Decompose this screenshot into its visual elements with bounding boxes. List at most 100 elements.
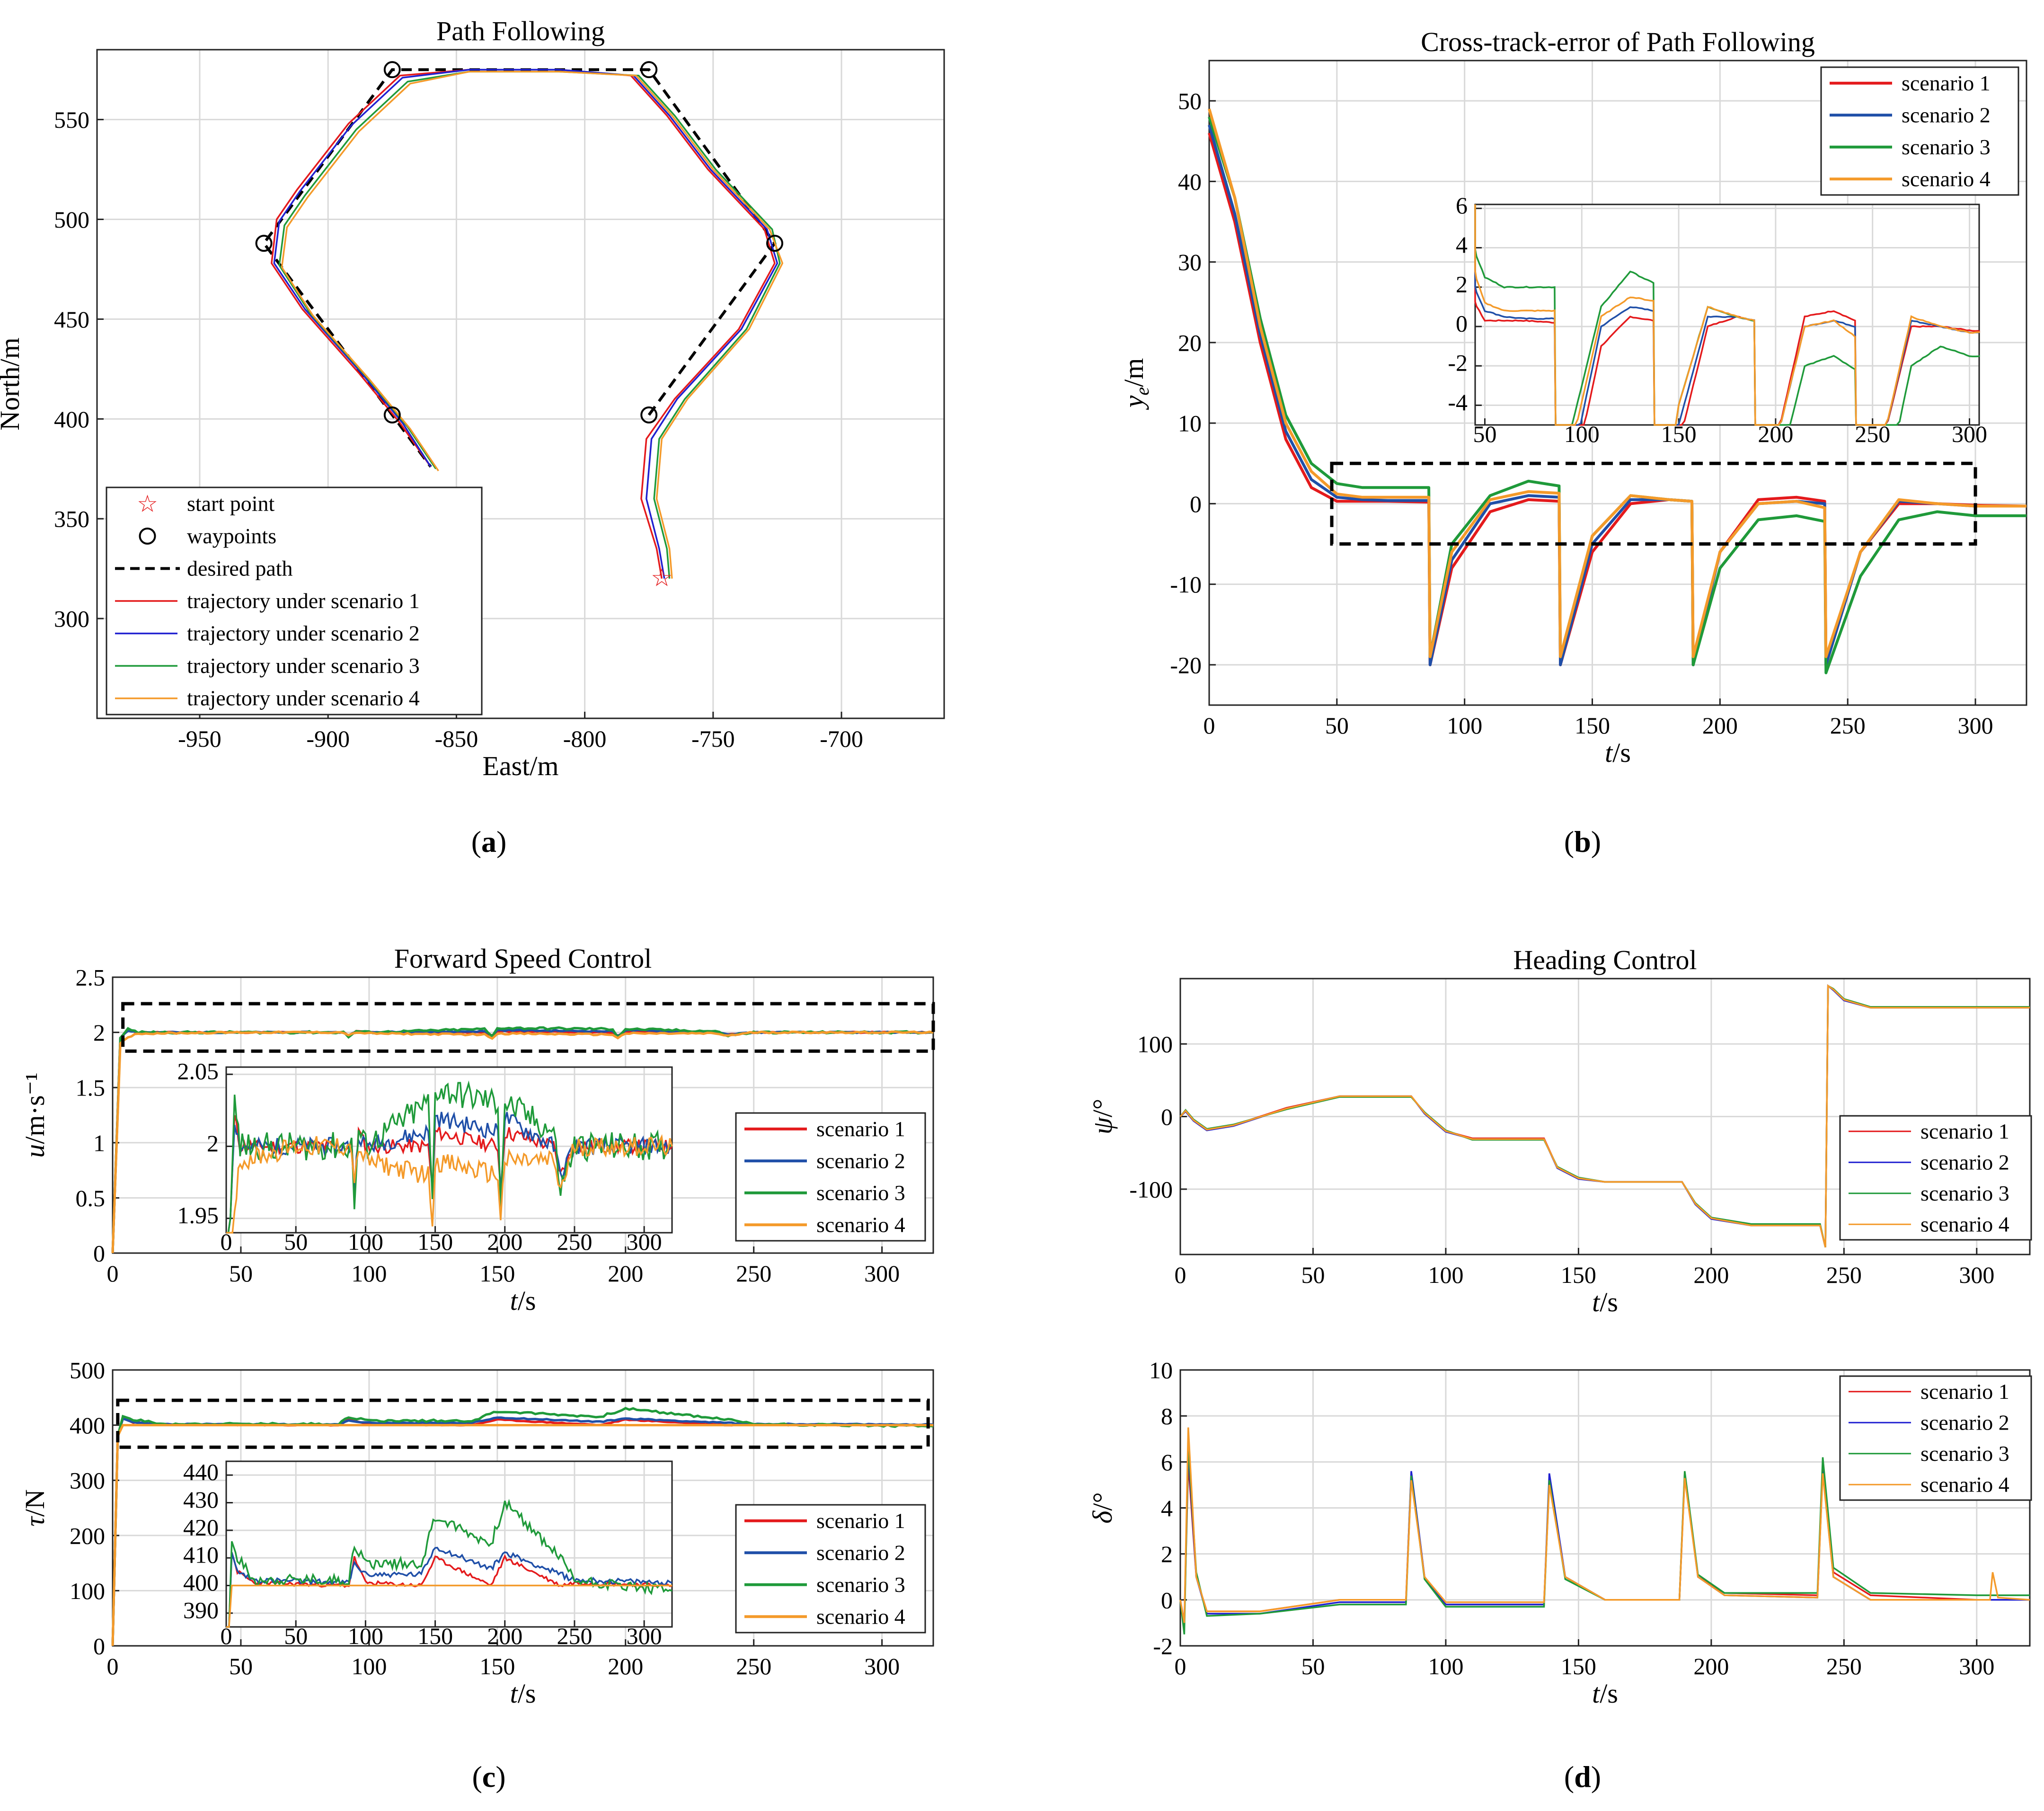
caption-letter: b <box>1574 825 1591 858</box>
inset-series-4 <box>1474 204 1980 426</box>
x-tick-label: 150 <box>1561 1653 1596 1679</box>
x-axis-label: t/s <box>1605 737 1631 768</box>
y-tick-label: 410 <box>183 1542 219 1568</box>
x-tick-label: 200 <box>1693 1262 1729 1288</box>
y-tick-label: 0 <box>1456 310 1468 336</box>
legend-label: scenario 2 <box>1902 103 1991 127</box>
zoom-box <box>1330 461 1977 546</box>
waypoint-marker <box>640 406 658 424</box>
y-tick-label: 1 <box>93 1130 105 1156</box>
legend-box <box>735 1112 926 1242</box>
y-tick-label: -2 <box>1153 1633 1173 1660</box>
legend-label: scenario 3 <box>1920 1181 2009 1205</box>
x-tick-label: 300 <box>864 1260 900 1287</box>
waypoint-marker <box>383 406 401 424</box>
x-axis-label: t/s <box>1592 1678 1618 1709</box>
legend-label: trajectory under scenario 1 <box>187 589 420 613</box>
y-tick-label: 100 <box>1137 1031 1173 1058</box>
caption-letter: a <box>481 825 496 858</box>
x-tick-label: 300 <box>1959 1653 1994 1679</box>
x-tick-label: 0 <box>1203 712 1215 739</box>
x-tick-label: -800 <box>563 725 607 752</box>
x-tick-label: -900 <box>306 725 350 752</box>
x-tick-label: 100 <box>1428 1653 1463 1679</box>
y-tick-label: 300 <box>70 1467 105 1494</box>
label-var: t <box>510 1285 519 1316</box>
y-tick-label: 0 <box>1190 491 1202 517</box>
inset-series-2 <box>1474 204 1980 426</box>
label-sub: e <box>1132 387 1153 396</box>
y-tick-label: 6 <box>1456 192 1468 219</box>
x-tick-label: 250 <box>1830 712 1866 739</box>
legend-label: scenario 1 <box>816 1117 905 1141</box>
label-rest: /s <box>1600 1678 1618 1709</box>
x-tick-label: 100 <box>1428 1262 1463 1288</box>
x-axis-label: t/s <box>1592 1287 1618 1317</box>
x-tick-label: 50 <box>1325 712 1349 739</box>
label-rest: /s <box>1612 737 1631 768</box>
x-tick-label: 50 <box>229 1653 253 1679</box>
y-tick-label: 0.5 <box>76 1185 106 1211</box>
x-tick-label: 150 <box>1575 712 1610 739</box>
y-tick-label: 2 <box>207 1130 219 1157</box>
y-tick-label: 200 <box>70 1522 105 1549</box>
waypoint-marker <box>383 61 401 79</box>
axes-frame <box>112 1369 934 1647</box>
legend-label: scenario 3 <box>816 1181 905 1205</box>
x-tick-label: -850 <box>435 725 478 752</box>
label-var: t <box>1592 1678 1601 1709</box>
trajectory-series-4 <box>281 71 784 579</box>
x-tick-label: 200 <box>608 1260 643 1287</box>
series-line-4 <box>1179 984 2030 1248</box>
legend-a: ☆ start point waypoints desired path traject… <box>106 486 483 716</box>
panel-caption-d: (d) <box>1564 1760 1601 1793</box>
label-var: t <box>510 1678 519 1709</box>
y-tick-label: 0 <box>93 1240 105 1267</box>
label-rest: /s <box>1600 1287 1618 1317</box>
axes-frame <box>1179 1369 2031 1647</box>
chart-title: Heading Control <box>1513 945 1697 975</box>
legend-label: scenario 4 <box>816 1212 905 1237</box>
x-tick-label: 100 <box>1447 712 1482 739</box>
legend-label: scenario 4 <box>1920 1212 2009 1236</box>
label-var: t <box>1592 1287 1601 1317</box>
legend-label: desired path <box>187 556 293 580</box>
legend-circle-icon <box>139 527 156 545</box>
chart-title: Cross-track-error of Path Following <box>1421 27 1815 57</box>
series-line-4 <box>1179 1427 2030 1623</box>
x-tick-label: 50 <box>1301 1653 1325 1679</box>
y-tick-label: 2.05 <box>177 1058 219 1085</box>
legend-label: scenario 2 <box>1920 1410 2009 1434</box>
legend-box <box>735 1504 926 1634</box>
x-tick-label: 100 <box>351 1653 387 1679</box>
trajectory-series-2 <box>273 69 779 579</box>
axes-frame <box>1208 60 2027 706</box>
series-line-2 <box>1208 124 2026 666</box>
y-tick-label: -20 <box>1170 652 1202 678</box>
x-tick-label: 0 <box>1175 1262 1186 1288</box>
legend-label: scenario 3 <box>1902 135 1991 159</box>
y-tick-label: 0 <box>1161 1587 1173 1613</box>
y-tick-label: 8 <box>1161 1403 1173 1430</box>
legend-d2: scenario 1 scenario 2 scenario 3 scenario 4 <box>1839 1375 2032 1501</box>
caption-letter: d <box>1574 1760 1591 1793</box>
label-rest: /m <box>1118 358 1149 387</box>
x-tick-label: 300 <box>864 1653 900 1679</box>
legend-label: start point <box>187 491 274 515</box>
inset-series-4 <box>226 1134 673 1234</box>
x-tick-label: 150 <box>1561 1262 1596 1288</box>
x-tick-label: 300 <box>1959 1262 1994 1288</box>
caption-open: ( <box>1564 825 1574 858</box>
x-tick-label: 300 <box>1958 712 1993 739</box>
y-tick-label: 400 <box>183 1569 219 1596</box>
inset-series-4 <box>226 1584 672 1628</box>
inset-series-1 <box>1474 204 1980 426</box>
panel-caption-c: (c) <box>472 1760 505 1793</box>
legend-c2: scenario 1 scenario 2 scenario 3 scenario 4 <box>735 1504 926 1634</box>
x-tick-label: 150 <box>479 1653 515 1679</box>
y-axis-label: u/m·s⁻¹ <box>19 1072 50 1157</box>
waypoint-marker <box>640 61 658 79</box>
legend-label: scenario 1 <box>1920 1119 2009 1143</box>
label-rest: /° <box>1087 1492 1118 1511</box>
